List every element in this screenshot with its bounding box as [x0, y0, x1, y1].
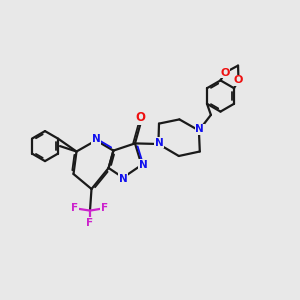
Text: F: F	[71, 203, 78, 213]
Text: N: N	[195, 124, 204, 134]
Text: N: N	[92, 134, 100, 144]
Text: O: O	[220, 68, 230, 78]
Text: O: O	[234, 75, 243, 85]
Text: F: F	[101, 203, 108, 213]
Text: N: N	[118, 174, 127, 184]
Text: N: N	[139, 160, 148, 170]
Text: O: O	[135, 111, 146, 124]
Text: N: N	[154, 138, 164, 148]
Text: F: F	[86, 218, 94, 228]
